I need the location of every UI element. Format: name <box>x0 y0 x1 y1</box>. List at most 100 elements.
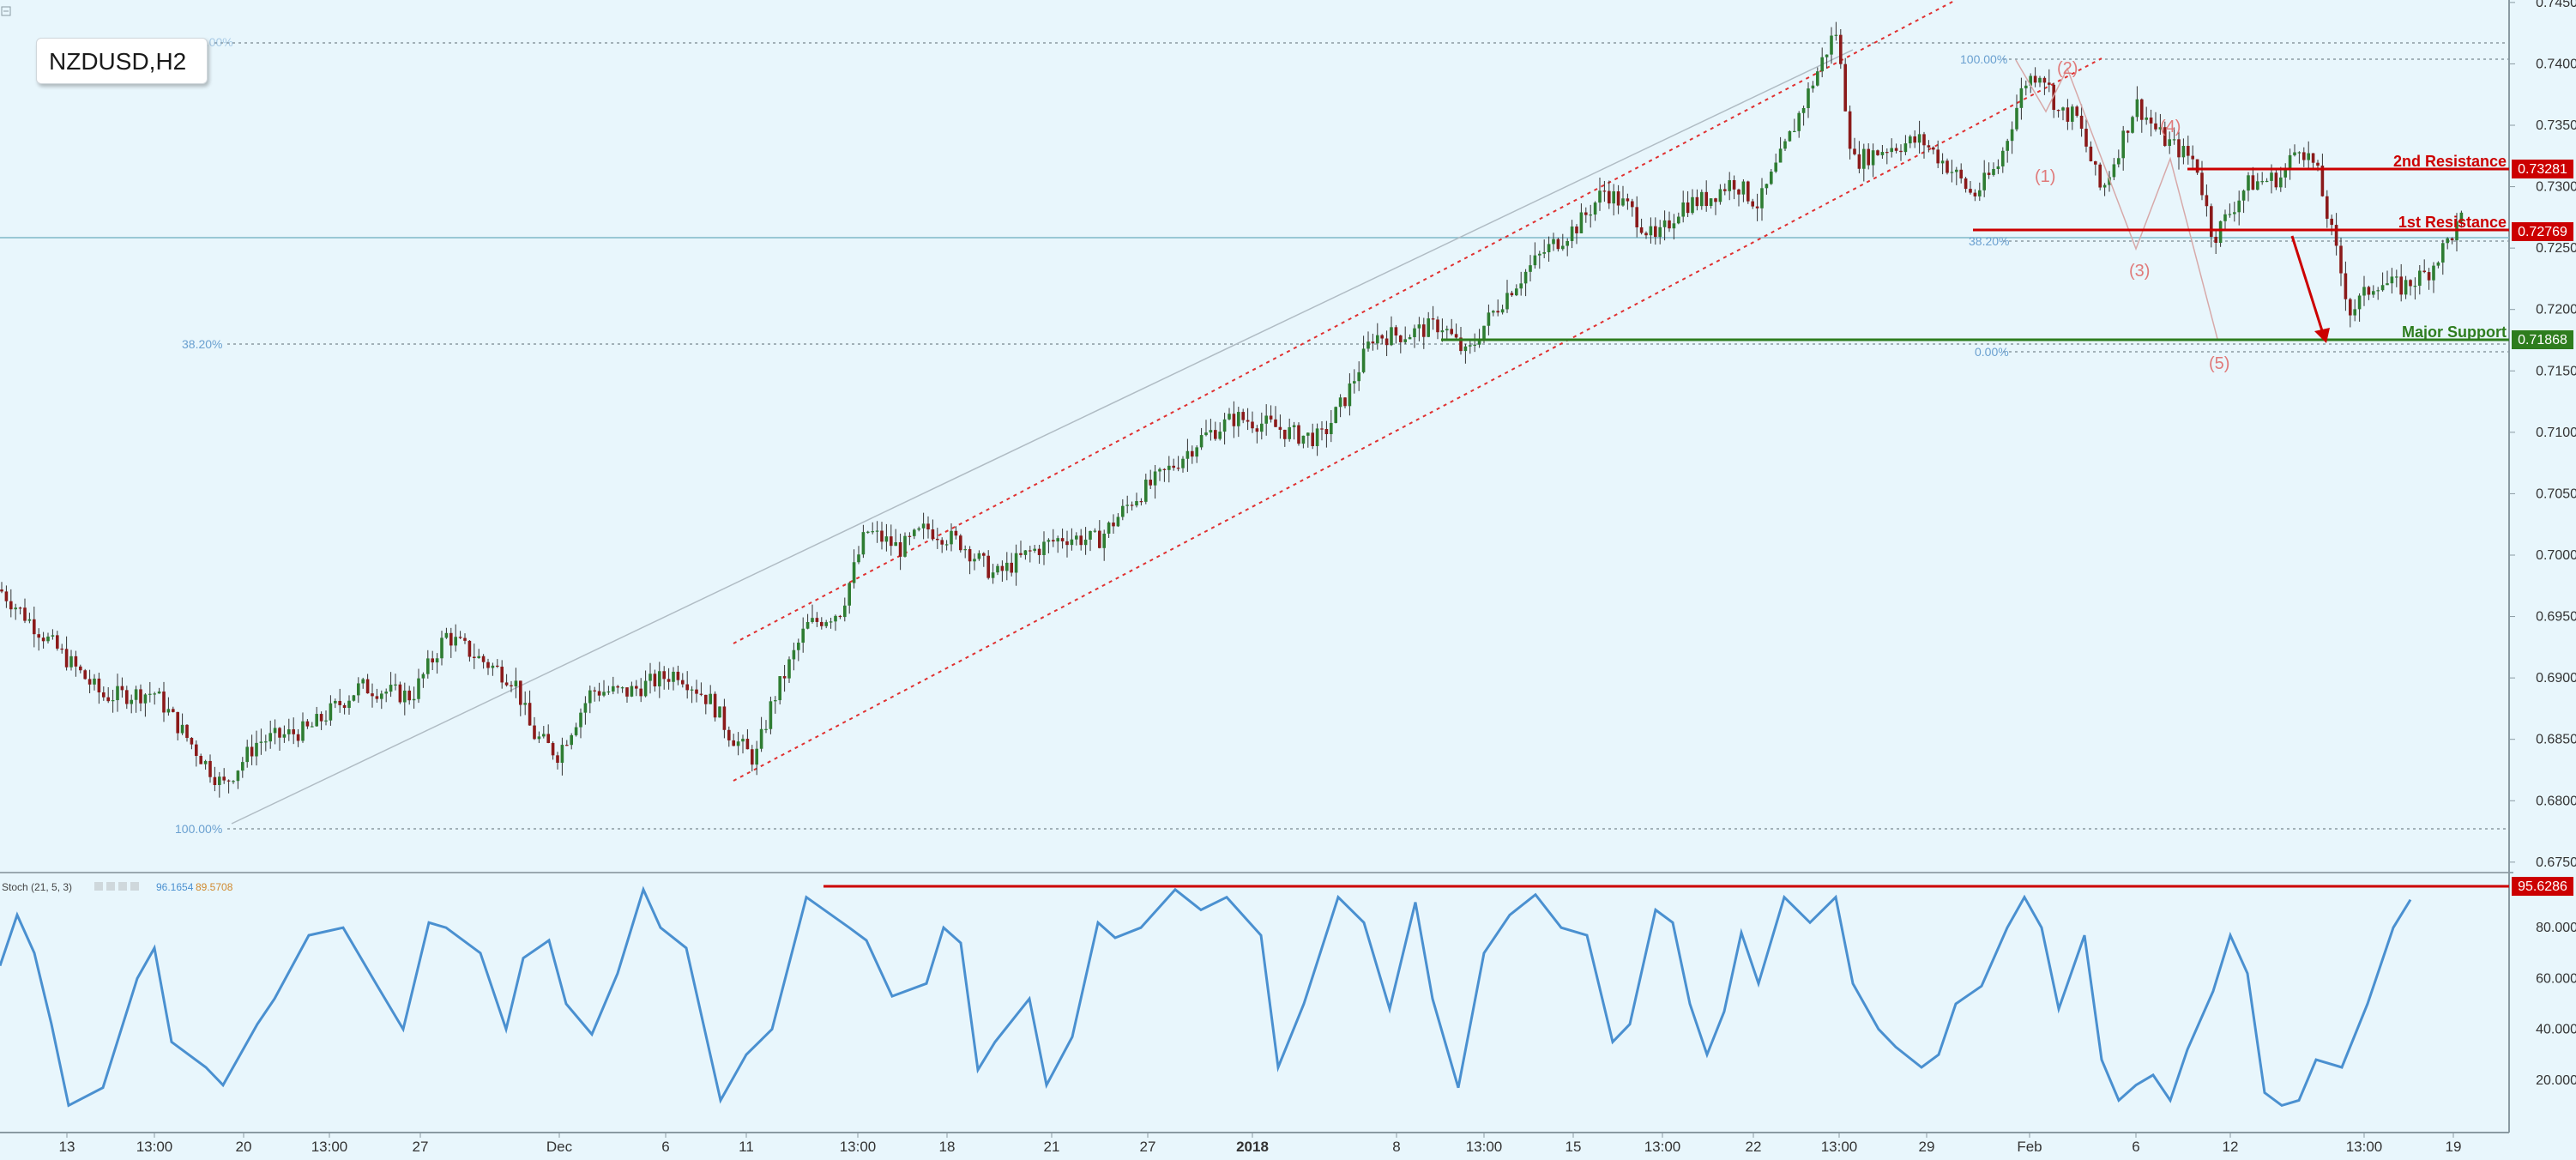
candle-body <box>602 692 606 696</box>
candle-body <box>639 688 642 697</box>
candle-body <box>1209 430 1213 433</box>
candle-body <box>1533 255 1537 266</box>
candle-body <box>199 756 202 764</box>
candle-body <box>380 693 383 699</box>
candle-body <box>2066 107 2070 122</box>
candle-body <box>1755 206 1759 208</box>
fib-right-100-label: 100.00% <box>1960 52 2007 66</box>
collapse-icon[interactable] <box>1 6 11 16</box>
candle-body <box>2140 99 2144 120</box>
time-axis[interactable]: 13 13:00 20 13:00 27 Dec 6 11 13:00 18 21 27 2018 8 13… <box>59 1133 2462 1155</box>
candle-body <box>1269 415 1273 420</box>
candle-body <box>1867 148 1870 166</box>
candle-body <box>2145 117 2148 120</box>
candle-body <box>2251 175 2255 190</box>
candle-body <box>2307 153 2310 160</box>
candle-body <box>56 635 59 649</box>
candle-body <box>2390 276 2394 284</box>
candle-body <box>2210 206 2213 237</box>
candle-body <box>782 676 787 679</box>
candle-body <box>2006 141 2009 151</box>
candle-body <box>1940 160 1945 164</box>
symbol-label[interactable]: NZDUSD,H2 <box>36 38 208 84</box>
candle-body <box>1987 172 1991 175</box>
candle-body <box>2112 164 2116 178</box>
candle-body <box>1413 328 1416 337</box>
candle-body <box>1065 541 1069 546</box>
candle-body <box>996 565 999 573</box>
major-support-badge-text: 0.71868 <box>2518 333 2567 347</box>
candle-body <box>1996 166 2000 169</box>
time-tick-label: Feb <box>2017 1139 2042 1155</box>
candle-body <box>2241 190 2246 201</box>
candle-body <box>1677 216 1680 224</box>
wave-label-5: (5) <box>2209 354 2229 373</box>
candle-body <box>662 671 666 680</box>
candle-body <box>1774 162 1777 172</box>
candle-body <box>1709 198 1713 207</box>
candle-body <box>1714 198 1717 202</box>
candle-body <box>903 535 907 557</box>
candle-body <box>1649 226 1653 236</box>
candle-body <box>1431 318 1435 320</box>
indicator-value-2: 89.5708 <box>196 881 233 893</box>
candle-body <box>1639 227 1644 233</box>
candle-body <box>2450 238 2454 241</box>
candle-body <box>1083 539 1088 546</box>
candle-body <box>1241 412 1245 420</box>
candle-body <box>1492 311 1495 313</box>
candle-body <box>1932 147 1935 150</box>
candle-body <box>2056 110 2060 112</box>
candle-body <box>1936 149 1940 164</box>
candle-body <box>1079 535 1083 546</box>
candle-body <box>1023 550 1028 555</box>
candle-body <box>1214 430 1217 439</box>
candle-body <box>172 709 175 712</box>
candle-body <box>1191 450 1194 457</box>
candle-body <box>2094 160 2097 165</box>
candle-body <box>625 687 629 697</box>
candle-body <box>2353 309 2356 316</box>
candle-body <box>37 634 40 638</box>
time-tick-label: 20 <box>236 1139 252 1155</box>
trend-line[interactable] <box>231 49 1854 825</box>
time-tick-label: 22 <box>1746 1139 1762 1155</box>
candle-body <box>1454 334 1458 338</box>
stochastic-line[interactable] <box>0 885 2412 1108</box>
time-tick-label: 2018 <box>1236 1139 1269 1155</box>
arrow-head-icon <box>2314 328 2330 343</box>
candle-body <box>1139 501 1143 503</box>
stoch-level-badge <box>2512 877 2573 896</box>
candle-body <box>1505 293 1509 310</box>
candle-body <box>2061 107 2065 111</box>
candle-body <box>357 683 360 696</box>
candle-body <box>180 724 184 734</box>
candle-body <box>1014 553 1018 573</box>
candle-body <box>1005 562 1009 571</box>
time-tick-label: 13:00 <box>1466 1139 1503 1155</box>
candle-body <box>778 676 781 701</box>
indicator-label[interactable]: Stoch (21, 5, 3) <box>2 881 72 893</box>
rising-channel[interactable] <box>733 0 2102 782</box>
candle-body <box>1746 181 1750 202</box>
candle-body <box>2205 195 2209 207</box>
candle-body <box>875 530 879 532</box>
candle-body <box>371 693 374 697</box>
candlestick-series[interactable] <box>0 21 2464 798</box>
candle-body <box>1135 501 1138 506</box>
candle-body <box>1394 327 1398 336</box>
candle-body <box>695 689 698 694</box>
indicator-controls[interactable] <box>94 882 139 891</box>
candle-body <box>551 742 555 756</box>
candle-body <box>1593 202 1597 215</box>
candle-body <box>583 703 588 713</box>
candle-body <box>1042 541 1046 555</box>
time-tick-label: 6 <box>661 1139 669 1155</box>
